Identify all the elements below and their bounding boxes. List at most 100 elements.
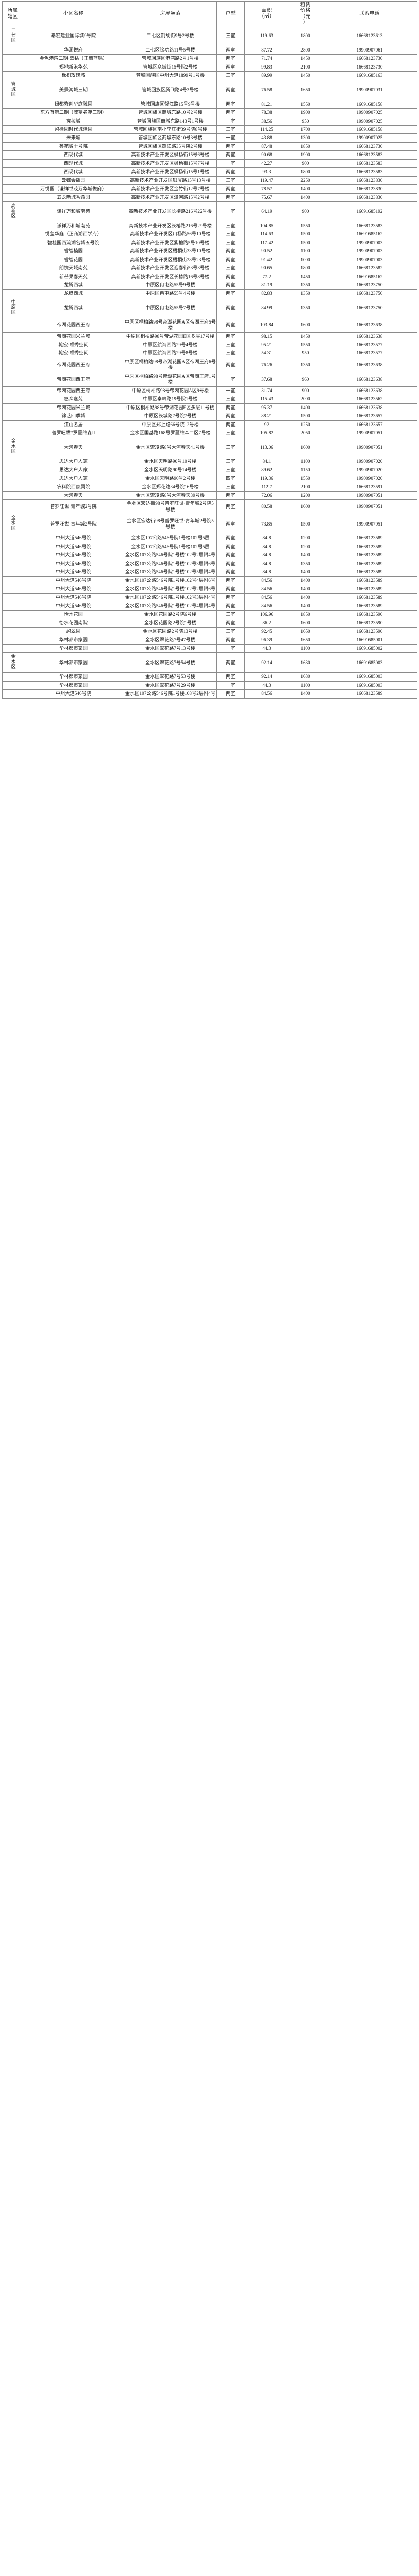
cell-contact-phone: 19900907025 [322,108,417,117]
cell-rent-price: 950 [289,116,322,126]
cell-rent-price: 1900 [289,150,322,160]
cell-community-name: 思达大户人家 [23,465,124,475]
table-row: 碧桂园西流湖名城五号院 高新技术产业开发区紫檀路5号10号楼 三室 117.42 150… [2,238,417,248]
cell-community-name: 华林都市家园 [23,652,124,673]
cell-area: 42.27 [244,159,289,168]
cell-district [2,289,23,298]
cell-district [2,534,23,543]
cell-community-name: 江山名居 [23,420,124,429]
cell-rent-price: 1550 [289,340,322,350]
cell-community-name: 帝湖花园西王府 [23,357,124,372]
cell-rent-price: 2050 [289,428,322,438]
cell-district [2,559,23,568]
cell-area: 99.83 [244,62,289,72]
cell-community-name: 普罗旺世·青年城2号院 [23,514,124,535]
cell-district [2,681,23,690]
cell-district [2,386,23,396]
cell-address: 管城回族区港湾路2号1号楼 [124,54,217,63]
cell-district [2,230,23,239]
cell-community-name: 普罗旺世·青年城2号院 [23,499,124,515]
cell-address: 中原区冉屯路55号9号楼 [124,280,217,290]
cell-address: 高新技术产业开发区枫杨街15号1号楼 [124,167,217,177]
cell-address: 管城回族区南小李庄街39号院8号楼 [124,125,217,134]
cell-contact-phone: 16668123830 [322,193,417,202]
cell-community-name: 华林都市家园 [23,644,124,653]
cell-address: 中原区桐柏路98号帝湖花园A区帝湖王府1号楼 [124,371,217,387]
cell-community-name: 帝湖花园米兰城 [23,403,124,413]
cell-area: 73.85 [244,514,289,535]
cell-rent-price: 2000 [289,395,322,404]
cell-district [2,133,23,143]
table-row: 中州大道546号院 金水区107公路546号院1号楼102号3层附4号 两室 84.5… [2,593,417,602]
cell-area: 54.31 [244,349,289,358]
table-row: 绿都紫荆华庭雅园 管城回族区贺江路15号9号楼 两室 81.21 1550 1669168… [2,99,417,109]
cell-rent-price: 1450 [289,332,322,342]
cell-rent-price: 1100 [289,644,322,653]
cell-contact-phone: 19900907003 [322,238,417,248]
cell-rent-price: 1100 [289,247,322,256]
table-row: 中州大道546号院 金水区107公路546号院1号楼102号3层附6号 两室 84.8… [2,559,417,568]
cell-district [2,62,23,72]
cell-layout: 两室 [216,499,245,515]
cell-contact-phone: 16668123750 [322,280,417,290]
cell-district [2,193,23,202]
cell-contact-phone: 16668123730 [322,62,417,72]
cell-district [2,99,23,109]
cell-address: 中原区冉屯路55号4号楼 [124,289,217,298]
cell-address: 高新技术产业开发区枫杨街15号6号楼 [124,150,217,160]
cell-district [2,457,23,466]
cell-contact-phone: 16691685162 [322,230,417,239]
cell-community-name: 中州大道546号院 [23,593,124,602]
table-row: 中州大道546号院 金水区107公路546号院1号楼102号5层 两室 84.8 120… [2,534,417,543]
cell-address: 金水区翠花路7号29号楼 [124,681,217,690]
cell-contact-phone: 16668123613 [322,26,417,47]
cell-layout: 三室 [216,230,245,239]
cell-layout: 两室 [216,576,245,585]
cell-contact-phone: 16668123562 [322,395,417,404]
cell-district [2,412,23,421]
cell-rent-price: 1200 [289,491,322,500]
cell-district [2,567,23,577]
cell-area: 115.43 [244,395,289,404]
table-row: 帝湖花园西王府 中原区桐柏路98号帝湖花园A区9号楼 一室 31.74 900 16668… [2,386,417,396]
cell-rent-price: 1850 [289,610,322,619]
cell-area: 84.56 [244,689,289,699]
cell-area: 84.1 [244,457,289,466]
cell-community-name: 睿智花园 [23,255,124,265]
table-row: 中州大道546号院 金水区107公路546号院1号楼108号2层附4号 两室 84.5… [2,689,417,699]
cell-address: 中原区航海西路29号4号楼 [124,340,217,350]
table-row: 悦玺华庭（正商湖西学府） 高新技术产业开发区川杨路56号10号楼 三室 114.63 1… [2,230,417,239]
cell-contact-phone: 16691685163 [322,71,417,80]
cell-community-name: 橡树玫瑰城 [23,71,124,80]
cell-area: 64.19 [244,201,289,222]
cell-contact-phone: 16668123577 [322,349,417,358]
cell-community-name: 泰宏建业国际城9号院 [23,26,124,47]
cell-layout: 三室 [216,26,245,47]
cell-layout: 三室 [216,428,245,438]
cell-contact-phone: 16668123589 [322,542,417,552]
cell-community-name: 帝湖花园米兰城 [23,332,124,342]
table-row: 华林都市家园 金水区翠花路7号29号楼 一室 44.3 1100 16691685003 [2,681,417,690]
cell-layout: 两室 [216,551,245,560]
table-header: 所属 辖区 小区名称 房屋坐落 户型 面积 （㎡） 租赁 价格 （元 ） 联系电… [2,1,417,27]
cell-area: 95.37 [244,403,289,413]
cell-layout: 三室 [216,238,245,248]
table-row: 中州大道546号院 金水区107公路546号院1号楼102号5层 两室 84.8 120… [2,542,417,552]
cell-area: 91.42 [244,255,289,265]
column-header-layout: 户型 [216,1,245,27]
cell-community-name: 锦艺四季城 [23,412,124,421]
cell-layout: 一室 [216,201,245,222]
cell-area: 89.99 [244,71,289,80]
cell-layout: 两室 [216,652,245,673]
cell-district [2,176,23,185]
cell-layout: 两室 [216,108,245,117]
cell-layout: 两室 [216,289,245,298]
cell-district [2,142,23,151]
cell-area: 84.8 [244,551,289,560]
table-row: 帝湖花园西王府 中原区桐柏路98号帝湖花园A区帝湖王府6号楼 两室 76.26 1350… [2,357,417,372]
cell-contact-phone: 19900907051 [322,437,417,458]
cell-address: 高新技术产业开发区迎春街53号3号楼 [124,264,217,273]
cell-rent-price: 1400 [289,551,322,560]
cell-contact-phone: 19900907061 [322,46,417,55]
table-row: 中州大道546号院 金水区107公路546号院1号楼102号4层附4号 两室 84.5… [2,601,417,611]
